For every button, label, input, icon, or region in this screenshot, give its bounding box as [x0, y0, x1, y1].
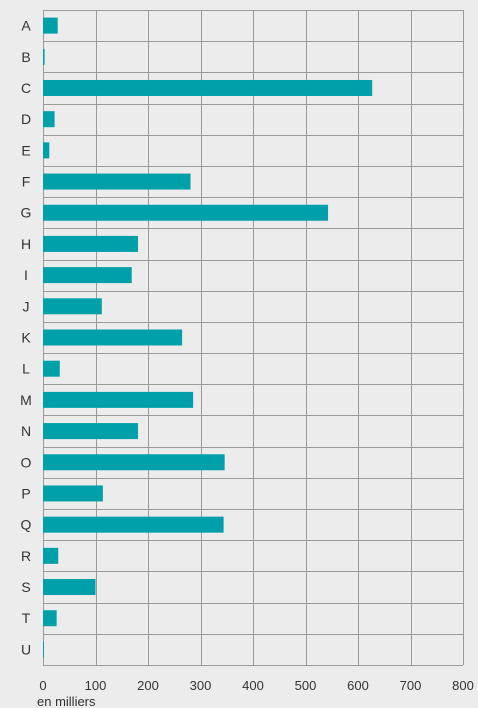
category-label-S: S: [21, 579, 30, 595]
bar-K: [43, 329, 183, 346]
category-label-R: R: [21, 548, 31, 564]
x-tick-label: 800: [452, 678, 474, 693]
x-tick-label: 400: [242, 678, 264, 693]
x-tick-label: 500: [295, 678, 317, 693]
x-tick-label: 700: [400, 678, 422, 693]
bar-Q: [43, 516, 224, 533]
x-axis-unit-label: en milliers: [37, 694, 96, 708]
category-label-N: N: [21, 423, 31, 439]
category-label-I: I: [24, 267, 28, 283]
category-label-K: K: [21, 330, 31, 346]
bar-J: [43, 298, 102, 315]
bar-L: [43, 360, 60, 377]
category-label-P: P: [21, 485, 30, 501]
x-tick-label: 300: [190, 678, 212, 693]
bar-R: [43, 547, 59, 564]
category-label-H: H: [21, 236, 31, 252]
category-label-Q: Q: [21, 517, 32, 533]
bar-T: [43, 610, 57, 627]
x-tick-label: 200: [137, 678, 159, 693]
bar-N: [43, 423, 139, 440]
bar-B: [43, 48, 45, 65]
category-label-F: F: [22, 174, 31, 190]
bar-H: [43, 235, 139, 252]
category-label-A: A: [21, 18, 31, 34]
bar-P: [43, 485, 103, 502]
bar-M: [43, 391, 194, 408]
category-label-L: L: [22, 361, 30, 377]
category-label-B: B: [21, 49, 30, 65]
bar-G: [43, 204, 329, 221]
category-label-O: O: [21, 454, 32, 470]
bar-S: [43, 579, 96, 596]
category-label-E: E: [21, 142, 30, 158]
x-tick-labels: 0 100 200 300 400 500 600 700 800: [39, 678, 473, 693]
bar-O: [43, 454, 225, 471]
bar-F: [43, 173, 191, 190]
category-label-C: C: [21, 80, 31, 96]
bar-E: [43, 142, 50, 159]
x-tick-label: 0: [39, 678, 46, 693]
category-label-U: U: [21, 641, 31, 657]
category-label-J: J: [23, 298, 30, 314]
category-label-G: G: [21, 205, 32, 221]
bar-A: [43, 17, 58, 34]
category-label-T: T: [22, 610, 31, 626]
category-label-D: D: [21, 111, 31, 127]
category-label-M: M: [20, 392, 32, 408]
bar-I: [43, 267, 132, 284]
bar-C: [43, 79, 373, 96]
x-tick-label: 100: [85, 678, 107, 693]
bar-layer: [43, 17, 373, 658]
bar-D: [43, 111, 55, 128]
x-tick-label: 600: [347, 678, 369, 693]
bar-U: [43, 641, 44, 658]
